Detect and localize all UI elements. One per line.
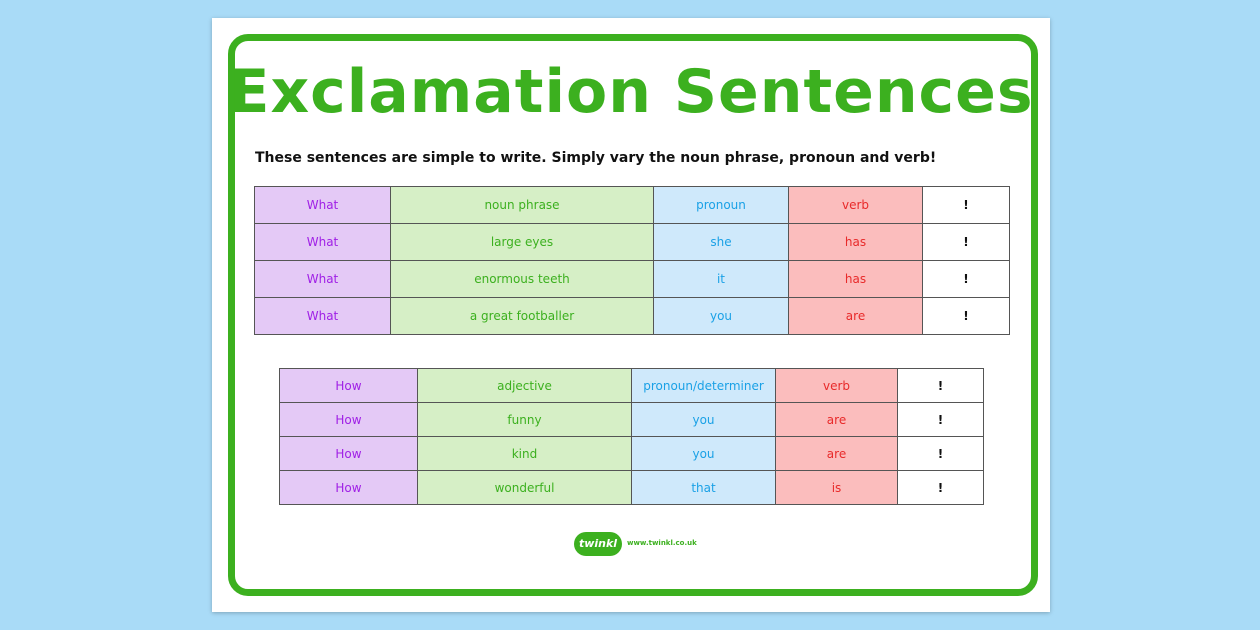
- twinkl-logo: twinkl www.twinkl.co.uk: [574, 532, 697, 558]
- adjective-cell: kind: [417, 436, 632, 471]
- page-title: Exclamation Sentences: [228, 57, 1034, 127]
- adjective-cell: funny: [417, 402, 632, 437]
- verb-cell: has: [788, 260, 923, 298]
- exclamation-cell: !: [922, 186, 1010, 224]
- noun-phrase-cell: a great footballer: [390, 297, 654, 335]
- starter-cell: What: [254, 223, 391, 261]
- verb-cell: is: [775, 470, 898, 505]
- pronoun-cell: that: [631, 470, 776, 505]
- worksheet: Exclamation Sentences These sentences ar…: [212, 18, 1050, 612]
- exclamation-cell: !: [897, 436, 984, 471]
- table-row: What enormous teeth it has !: [254, 260, 1010, 298]
- verb-cell: has: [788, 223, 923, 261]
- exclamation-cell: !: [897, 368, 984, 403]
- starter-cell: How: [279, 402, 418, 437]
- table-row: How wonderful that is !: [279, 470, 984, 505]
- exclamation-cell: !: [922, 223, 1010, 261]
- verb-cell: verb: [775, 368, 898, 403]
- table-row: What noun phrase pronoun verb !: [254, 186, 1010, 224]
- table-row: How kind you are !: [279, 436, 984, 471]
- exclamation-cell: !: [897, 402, 984, 437]
- verb-cell: are: [775, 402, 898, 437]
- pronoun-cell: you: [631, 402, 776, 437]
- pronoun-cell: she: [653, 223, 789, 261]
- pronoun-cell: it: [653, 260, 789, 298]
- starter-cell: What: [254, 260, 391, 298]
- twinkl-url: www.twinkl.co.uk: [627, 539, 697, 547]
- how-sentences-table: How adjective pronoun/determiner verb ! …: [279, 368, 984, 505]
- starter-cell: How: [279, 436, 418, 471]
- adjective-cell: wonderful: [417, 470, 632, 505]
- table-row: How adjective pronoun/determiner verb !: [279, 368, 984, 403]
- verb-cell: are: [788, 297, 923, 335]
- table-row: How funny you are !: [279, 402, 984, 437]
- starter-cell: How: [279, 368, 418, 403]
- starter-cell: What: [254, 297, 391, 335]
- exclamation-cell: !: [897, 470, 984, 505]
- table-row: What large eyes she has !: [254, 223, 1010, 261]
- noun-phrase-cell: enormous teeth: [390, 260, 654, 298]
- noun-phrase-cell: large eyes: [390, 223, 654, 261]
- what-sentences-table: What noun phrase pronoun verb ! What lar…: [254, 186, 1010, 335]
- exclamation-cell: !: [922, 297, 1010, 335]
- verb-cell: are: [775, 436, 898, 471]
- starter-cell: How: [279, 470, 418, 505]
- adjective-cell: adjective: [417, 368, 632, 403]
- noun-phrase-cell: noun phrase: [390, 186, 654, 224]
- verb-cell: verb: [788, 186, 923, 224]
- exclamation-cell: !: [922, 260, 1010, 298]
- pronoun-cell: you: [631, 436, 776, 471]
- pronoun-cell: pronoun/determiner: [631, 368, 776, 403]
- starter-cell: What: [254, 186, 391, 224]
- pronoun-cell: pronoun: [653, 186, 789, 224]
- twinkl-logo-mark: twinkl: [574, 532, 622, 556]
- intro-text: These sentences are simple to write. Sim…: [255, 150, 937, 166]
- pronoun-cell: you: [653, 297, 789, 335]
- table-row: What a great footballer you are !: [254, 297, 1010, 335]
- green-border-frame: [228, 34, 1038, 596]
